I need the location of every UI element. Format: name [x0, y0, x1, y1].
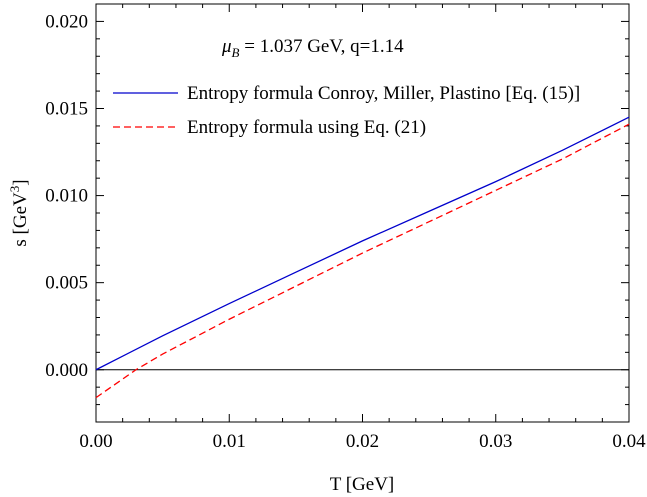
x-tick-label: 0.03 [479, 431, 512, 452]
x-tick-label: 0.02 [346, 431, 379, 452]
annotation: μB = 1.037 GeV, q=1.14 [221, 36, 404, 60]
annotation-mu-subscript: B [232, 45, 240, 60]
annotation-mu: μ [221, 36, 232, 57]
y-tick-labels: 0.000 0.005 0.010 0.015 0.020 [45, 11, 88, 380]
plot-frame [95, 3, 630, 423]
y-axis-label-superscript: 3 [7, 186, 22, 193]
series-line-1 [95, 116, 630, 371]
y-tick-label: 0.005 [45, 273, 88, 294]
y-tick-label: 0.015 [45, 99, 88, 120]
legend-label-series-2: Entropy formula using Eq. (21) [187, 117, 426, 138]
y-axis-label-prefix: s [GeV [10, 192, 31, 247]
y-axis-label-suffix: ] [10, 179, 31, 185]
legend: Entropy formula Conroy, Miller, Plastino… [113, 83, 580, 138]
x-tick-labels: 0.00 0.01 0.02 0.03 0.04 [79, 431, 646, 452]
x-tick-label: 0.04 [612, 431, 646, 452]
series-line-2 [95, 123, 630, 399]
axis-ticks [95, 3, 630, 423]
legend-label-series-1: Entropy formula Conroy, Miller, Plastino… [187, 83, 580, 104]
x-tick-label: 0.00 [79, 431, 112, 452]
series-lines [95, 116, 630, 399]
x-axis-label: T [GeV] [330, 474, 395, 495]
x-tick-label: 0.01 [213, 431, 246, 452]
y-tick-label: 0.000 [45, 360, 88, 381]
y-tick-label: 0.010 [45, 186, 88, 207]
y-axis-label: s [GeV3] [7, 179, 31, 246]
annotation-value: = 1.037 GeV, q=1.14 [240, 36, 405, 57]
y-tick-label: 0.020 [45, 11, 88, 32]
